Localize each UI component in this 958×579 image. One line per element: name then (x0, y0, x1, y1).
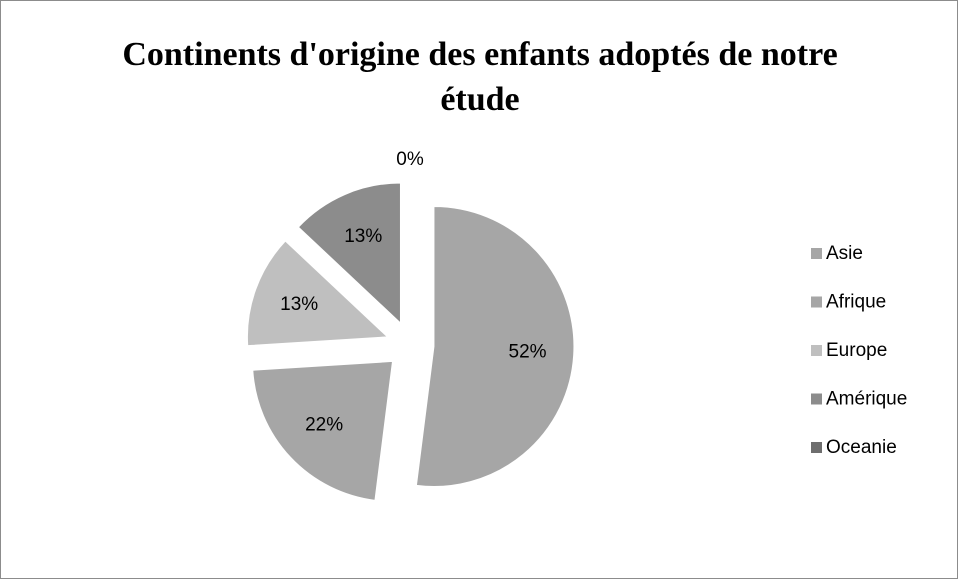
data-label: 0% (396, 149, 424, 170)
legend-swatch (811, 248, 822, 259)
pie-slice (297, 182, 401, 325)
legend-swatch (811, 442, 822, 453)
data-label: 22% (305, 415, 343, 436)
legend-label: Oceanie (826, 437, 897, 458)
legend-swatch (811, 393, 822, 405)
legend-label: Afrique (826, 292, 886, 313)
data-label: 13% (280, 294, 318, 315)
data-label: 13% (344, 226, 382, 247)
legend-swatch (811, 296, 822, 308)
pie-slice (252, 360, 394, 501)
pie-slice (415, 206, 575, 487)
data-label: 52% (509, 341, 547, 362)
legend-label: Asie (826, 243, 863, 264)
legend-label: Amérique (826, 389, 907, 410)
chart-title: Continents d'origine des enfants adoptés… (122, 36, 838, 118)
legend-swatch (811, 345, 822, 356)
pie-slice (246, 240, 389, 347)
legend-label: Europe (826, 340, 887, 361)
